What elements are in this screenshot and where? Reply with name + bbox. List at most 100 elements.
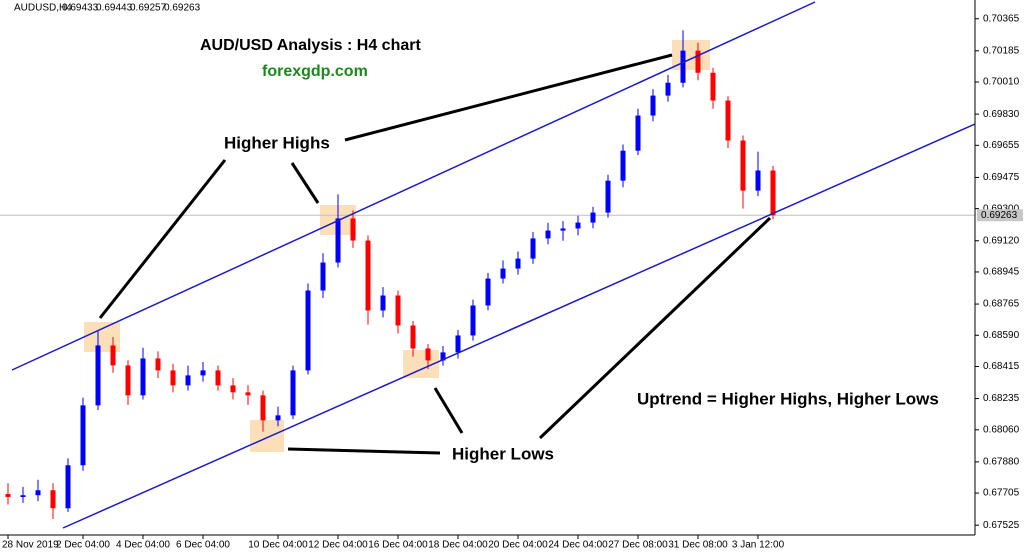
- candle-body: [215, 370, 221, 386]
- y-tick-label: 0.68590: [983, 330, 1020, 341]
- candle-body: [170, 370, 176, 386]
- candle-body: [500, 268, 506, 279]
- y-tick-label: 0.68235: [983, 393, 1020, 404]
- candle-body: [35, 490, 41, 496]
- info-value: 0.69443: [96, 3, 133, 14]
- y-tick-label: 0.70185: [983, 45, 1020, 56]
- candle-body: [275, 415, 281, 421]
- last-price-box: [977, 209, 1023, 222]
- y-tick-label: 0.67525: [983, 520, 1020, 531]
- y-tick-label: 0.67705: [983, 488, 1020, 499]
- highlight: [250, 420, 284, 452]
- chart-subtitle: forexgdp.com: [262, 63, 368, 80]
- candle-body: [335, 218, 341, 263]
- pointers: [98, 53, 772, 455]
- candle-body: [185, 375, 191, 386]
- annotation: Higher Highs: [224, 133, 330, 152]
- candle-body: [50, 490, 56, 509]
- pointer: [290, 162, 320, 204]
- plot: [0, 30, 975, 519]
- candle-body: [290, 370, 296, 416]
- x-tick-label: 4 Dec 04:00: [116, 540, 170, 551]
- candle-body: [650, 95, 656, 116]
- x-tick-label: 2 Dec 04:00: [56, 540, 110, 551]
- candle-body: [770, 170, 776, 216]
- pointer: [98, 159, 227, 319]
- x-tick-label: 27 Dec 08:00: [608, 540, 668, 551]
- candle-body: [710, 72, 716, 101]
- channel: [11, 1, 976, 529]
- candle-body: [440, 352, 446, 361]
- candle-body: [155, 358, 161, 371]
- x-tick-label: 20 Dec 04:00: [488, 540, 548, 551]
- candle-body: [245, 392, 251, 396]
- y-tick-label: 0.67880: [983, 457, 1020, 468]
- candle-body: [320, 262, 326, 291]
- info-value: 0.69263: [164, 3, 201, 14]
- y-tick-label: 0.68415: [983, 361, 1020, 372]
- channel-line: [11, 1, 816, 371]
- pointer: [433, 387, 464, 434]
- annotation: Uptrend = Higher Highs, Higher Lows: [637, 389, 939, 408]
- candle-body: [110, 345, 116, 366]
- info-value: 0.69433: [62, 3, 99, 14]
- candle-body: [755, 170, 761, 191]
- candle-body: [725, 100, 731, 141]
- candle-body: [545, 230, 551, 239]
- candle-body: [80, 405, 86, 466]
- candle-body: [515, 258, 521, 269]
- y-tick-label: 0.69120: [983, 235, 1020, 246]
- last-price-label: 0.69263: [981, 210, 1018, 221]
- candle-body: [620, 150, 626, 181]
- y-tick-label: 0.69300: [983, 203, 1020, 214]
- y-tick-label: 0.69830: [983, 109, 1020, 120]
- candle-body: [485, 278, 491, 306]
- candle-body: [590, 212, 596, 223]
- candle-body: [635, 115, 641, 151]
- candle-body: [260, 395, 266, 421]
- x-tick-label: 31 Dec 08:00: [668, 540, 728, 551]
- candle-body: [530, 238, 536, 259]
- pointer: [287, 447, 441, 455]
- x-tick-label: 12 Dec 04:00: [308, 540, 368, 551]
- candle-body: [455, 335, 461, 353]
- candle-body: [200, 370, 206, 376]
- x-tick-label: 16 Dec 04:00: [368, 540, 428, 551]
- candle-body: [695, 50, 701, 73]
- candle-body: [305, 290, 311, 371]
- y-tick-label: 0.70010: [983, 77, 1020, 88]
- x-tick-label: 28 Nov 2019: [2, 540, 59, 551]
- candle-body: [560, 228, 566, 231]
- x-tick-label: 3 Jan 12:00: [732, 540, 785, 551]
- candle-body: [230, 385, 236, 393]
- candle-body: [410, 325, 416, 349]
- y-tick-label: 0.68765: [983, 299, 1020, 310]
- candle-body: [365, 240, 371, 311]
- pointer: [344, 53, 673, 142]
- candle-body: [575, 222, 581, 229]
- candle-body: [95, 345, 101, 406]
- candle-body: [380, 295, 386, 311]
- x-tick-label: 6 Dec 04:00: [176, 540, 230, 551]
- info-value: 0.69257: [130, 3, 167, 14]
- candle-body: [20, 495, 26, 498]
- candle-body: [65, 465, 71, 509]
- candle-body: [665, 82, 671, 96]
- x-tick-label: 18 Dec 04:00: [428, 540, 488, 551]
- candle-body: [425, 348, 431, 361]
- candle-body: [395, 295, 401, 326]
- candle-body: [140, 358, 146, 396]
- y-tick-label: 0.70365: [983, 13, 1020, 24]
- x-tick-label: 10 Dec 04:00: [248, 540, 308, 551]
- candle-body: [680, 50, 686, 83]
- y-tick-label: 0.68060: [983, 424, 1020, 435]
- y-tick-label: 0.69475: [983, 172, 1020, 183]
- candle-body: [5, 493, 11, 498]
- candle-body: [350, 218, 356, 241]
- candle-body: [125, 365, 131, 396]
- symbol: AUDUSD,H4: [14, 3, 72, 14]
- channel-line: [62, 123, 976, 529]
- y-tick-label: 0.68945: [983, 267, 1020, 278]
- candle-body: [470, 305, 476, 336]
